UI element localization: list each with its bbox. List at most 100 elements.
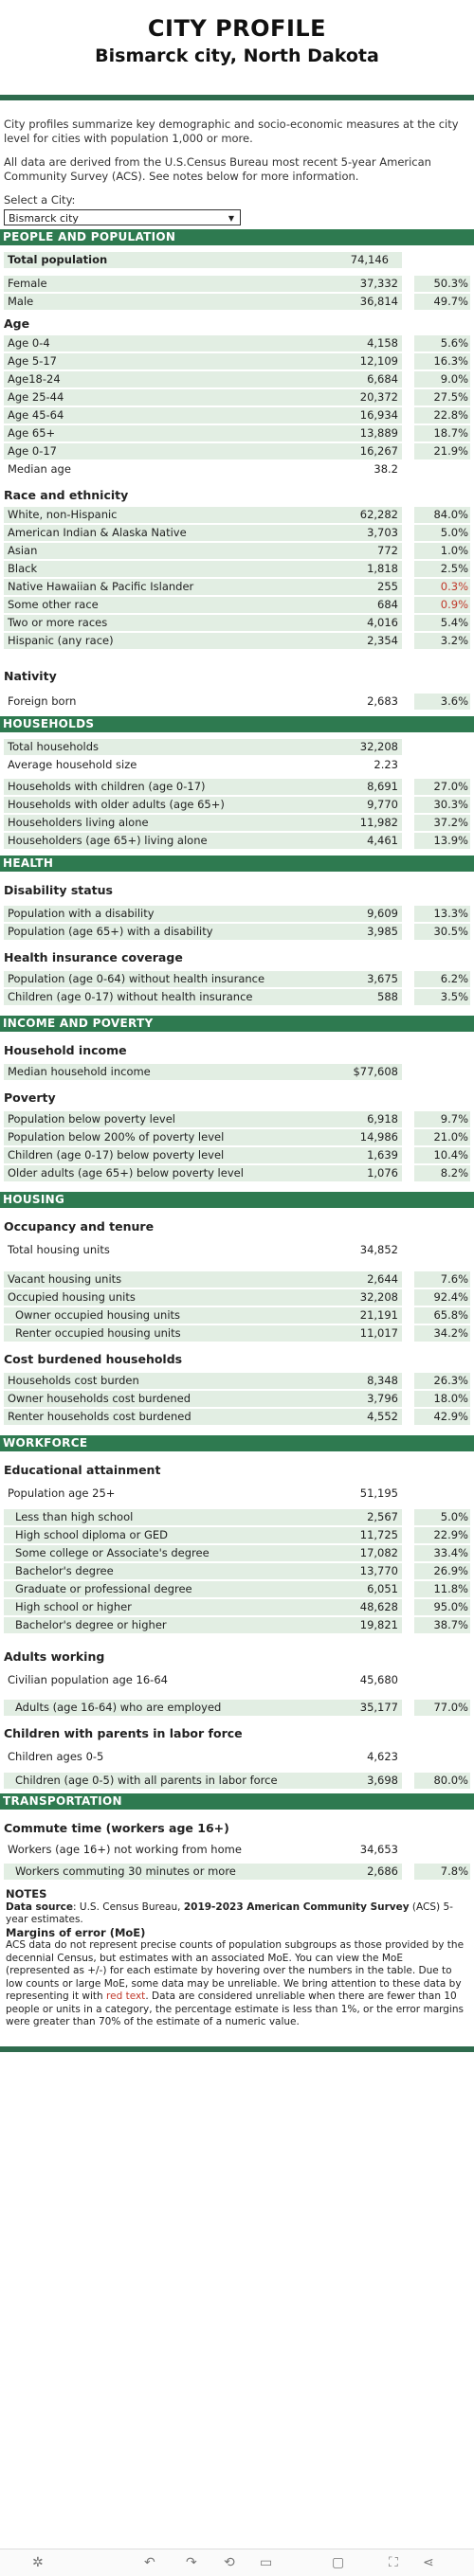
row-value[interactable]: 19,821 — [359, 1618, 398, 1631]
row-avg_hh[interactable]: Average household size 2.23 — [0, 756, 474, 774]
row-value[interactable]: 74,146 — [350, 253, 389, 266]
row-aian[interactable]: American Indian & Alaska Native 3,703 5.0% — [0, 524, 474, 542]
row-value[interactable]: 38.2 — [374, 462, 398, 476]
row-black[interactable]: Black 1,818 2.5% — [0, 560, 474, 578]
row-percent[interactable]: 16.3% — [433, 354, 468, 368]
row-percent[interactable]: 30.5% — [433, 925, 468, 938]
row-tot_units[interactable]: Total housing units 34,852 — [0, 1241, 474, 1259]
row-grad[interactable]: Graduate or professional degree 6,051 11.8… — [0, 1580, 474, 1598]
row-percent[interactable]: 38.7% — [433, 1618, 468, 1631]
row-value[interactable]: $77,608 — [353, 1065, 398, 1078]
row-value[interactable]: 3,698 — [367, 1774, 398, 1787]
row-hh_children[interactable]: Households with children (age 0-17) 8,691… — [0, 778, 474, 796]
row-pop25[interactable]: Population age 25+ 51,195 — [0, 1485, 474, 1503]
row-foreign[interactable]: Foreign born 2,683 3.6% — [0, 693, 474, 711]
row-value[interactable]: 48,628 — [359, 1600, 398, 1613]
row-tot_hh[interactable]: Total households 32,208 — [0, 738, 474, 756]
row-value[interactable]: 32,208 — [359, 1290, 398, 1304]
row-value[interactable]: 16,934 — [359, 408, 398, 422]
row-value[interactable]: 6,918 — [367, 1112, 398, 1126]
row-vacant[interactable]: Vacant housing units 2,644 7.6% — [0, 1270, 474, 1288]
row-percent[interactable]: 18.7% — [433, 426, 468, 440]
row-percent[interactable]: 1.0% — [440, 544, 468, 557]
row-pov_old[interactable]: Older adults (age 65+) below poverty lev… — [0, 1164, 474, 1182]
row-commute30[interactable]: Workers commuting 30 minutes or more 2,68… — [0, 1863, 474, 1881]
row-percent[interactable]: 8.2% — [440, 1166, 468, 1180]
row-lt_hs[interactable]: Less than high school 2,567 5.0% — [0, 1508, 474, 1526]
row-median_age[interactable]: Median age 38.2 — [0, 460, 474, 478]
row-bach_higher[interactable]: Bachelor's degree or higher 19,821 38.7% — [0, 1616, 474, 1634]
row-bach[interactable]: Bachelor's degree 13,770 26.9% — [0, 1562, 474, 1580]
row-age517[interactable]: Age 5-17 12,109 16.3% — [0, 352, 474, 370]
row-noins_ch[interactable]: Children (age 0-17) without health insur… — [0, 988, 474, 1006]
row-age1824[interactable]: Age18-24 6,684 9.0% — [0, 370, 474, 388]
row-value[interactable]: 20,372 — [359, 390, 398, 404]
row-value[interactable]: 45,680 — [359, 1673, 398, 1686]
row-value[interactable]: 37,332 — [359, 277, 398, 290]
row-percent[interactable]: 9.0% — [440, 372, 468, 386]
row-value[interactable]: 684 — [377, 598, 398, 611]
row-some_col[interactable]: Some college or Associate's degree 17,082… — [0, 1544, 474, 1562]
row-hh_65alone[interactable]: Householders (age 65+) living alone 4,461… — [0, 832, 474, 850]
row-value[interactable]: 1,076 — [367, 1166, 398, 1180]
row-value[interactable]: 6,051 — [367, 1582, 398, 1595]
row-other[interactable]: Some other race 684 0.9% — [0, 596, 474, 614]
share-icon[interactable]: ⋖ — [423, 2555, 434, 2570]
row-two[interactable]: Two or more races 4,016 5.4% — [0, 614, 474, 632]
row-value[interactable]: 11,725 — [359, 1528, 398, 1541]
row-percent[interactable]: 42.9% — [433, 1410, 468, 1423]
row-value[interactable]: 11,982 — [359, 816, 398, 829]
row-cb_renter[interactable]: Renter households cost burdened 4,552 42.9… — [0, 1408, 474, 1426]
row-nhpi[interactable]: Native Hawaiian & Pacific Islander 255 0.3… — [0, 578, 474, 596]
row-percent[interactable]: 5.4% — [440, 616, 468, 629]
row-noins[interactable]: Population (age 0-64) without health ins… — [0, 970, 474, 988]
row-hispanic[interactable]: Hispanic (any race) 2,354 3.2% — [0, 632, 474, 650]
row-value[interactable]: 1,639 — [367, 1148, 398, 1162]
row-value[interactable]: 4,623 — [367, 1750, 398, 1763]
row-value[interactable]: 36,814 — [359, 295, 398, 308]
row-value[interactable]: 2,354 — [367, 634, 398, 647]
row-value[interactable]: 11,017 — [359, 1326, 398, 1340]
row-value[interactable]: 2,686 — [367, 1864, 398, 1878]
row-age2544[interactable]: Age 25-44 20,372 27.5% — [0, 388, 474, 406]
row-value[interactable]: 21,191 — [359, 1308, 398, 1322]
row-percent[interactable]: 13.9% — [433, 834, 468, 847]
row-value[interactable]: 34,653 — [359, 1843, 398, 1856]
row-value[interactable]: 14,986 — [359, 1130, 398, 1144]
row-median_inc[interactable]: Median household income $77,608 — [0, 1063, 474, 1081]
row-value[interactable]: 255 — [377, 580, 398, 593]
row-percent[interactable]: 49.7% — [433, 295, 468, 308]
row-percent[interactable]: 9.7% — [440, 1112, 468, 1126]
row-value[interactable]: 12,109 — [359, 354, 398, 368]
row-percent[interactable]: 84.0% — [433, 508, 468, 521]
fullscreen-icon[interactable]: ⛶ — [389, 2555, 398, 2570]
row-percent[interactable]: 7.6% — [440, 1272, 468, 1286]
row-age04[interactable]: Age 0-4 4,158 5.6% — [0, 334, 474, 352]
row-occupied[interactable]: Occupied housing units 32,208 92.4% — [0, 1288, 474, 1306]
row-value[interactable]: 9,770 — [367, 798, 398, 811]
row-percent[interactable]: 21.0% — [433, 1130, 468, 1144]
tableau-logo-icon[interactable]: ✲ — [32, 2555, 44, 2570]
row-male[interactable]: Male 36,814 49.7% — [0, 293, 474, 311]
city-select[interactable]: Bismarck city ▼ — [4, 209, 241, 225]
row-value[interactable]: 4,158 — [367, 336, 398, 350]
pause-icon[interactable]: ▭ — [260, 2555, 273, 2570]
row-value[interactable]: 4,461 — [367, 834, 398, 847]
row-value[interactable]: 16,267 — [359, 444, 398, 458]
row-value[interactable]: 2,683 — [367, 694, 398, 708]
row-percent[interactable]: 3.2% — [440, 634, 468, 647]
row-employed[interactable]: Adults (age 16-64) who are employed 35,17… — [0, 1699, 474, 1717]
row-value[interactable]: 2,567 — [367, 1510, 398, 1523]
row-percent[interactable]: 27.0% — [433, 780, 468, 793]
row-percent[interactable]: 5.0% — [440, 526, 468, 539]
row-total_pop[interactable]: Total population 74,146 — [0, 251, 474, 269]
row-percent[interactable]: 95.0% — [433, 1600, 468, 1613]
row-disab65[interactable]: Population (age 65+) with a disability 3,… — [0, 923, 474, 941]
row-ch05[interactable]: Children ages 0-5 4,623 — [0, 1748, 474, 1766]
row-percent[interactable]: 92.4% — [433, 1290, 468, 1304]
row-value[interactable]: 3,985 — [367, 925, 398, 938]
row-value[interactable]: 2,644 — [367, 1272, 398, 1286]
row-percent[interactable]: 3.5% — [440, 990, 468, 1003]
undo-icon[interactable]: ↶ — [144, 2555, 155, 2570]
row-value[interactable]: 8,348 — [367, 1374, 398, 1387]
